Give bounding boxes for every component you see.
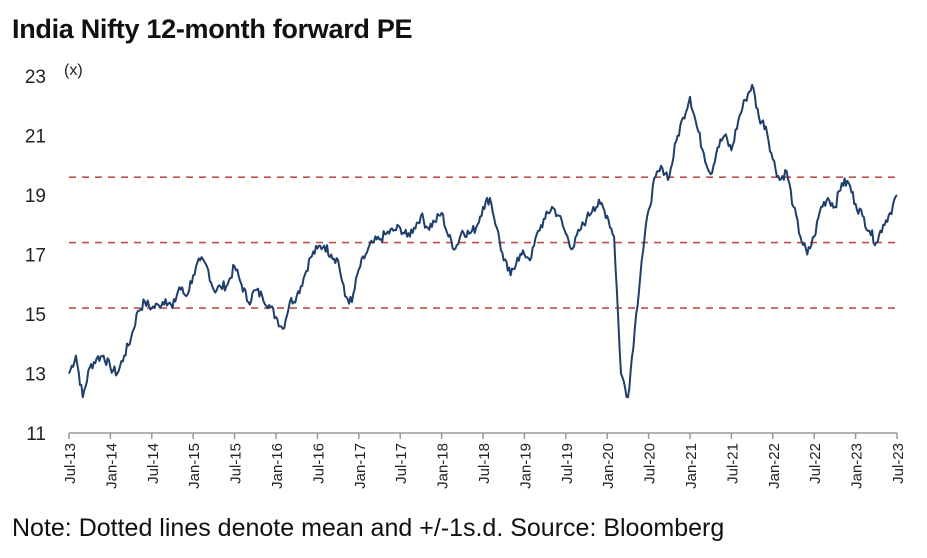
x-tick-label: Jan-19 — [517, 443, 534, 489]
x-tick-label: Jul-15 — [228, 443, 245, 484]
y-tick-label: 17 — [25, 246, 46, 267]
y-tick-label: 11 — [26, 424, 46, 445]
y-tick-label: 13 — [25, 365, 46, 386]
x-tick-label: Jan-18 — [435, 443, 452, 489]
x-tick-label: Jan-20 — [600, 443, 617, 489]
x-tick-label: Jan-14 — [103, 443, 120, 489]
x-tick-label: Jul-22 — [807, 443, 824, 484]
x-tick-label: Jan-15 — [186, 443, 203, 489]
reference-lines — [69, 176, 901, 309]
x-tick-label: Jul-18 — [476, 443, 493, 484]
x-tick-label: Jan-16 — [269, 443, 286, 489]
x-tick-label: Jul-16 — [310, 443, 327, 484]
x-tick-label: Jul-14 — [145, 443, 162, 484]
y-tick-label: 19 — [25, 186, 46, 207]
chart-title: India Nifty 12-month forward PE — [12, 14, 413, 44]
x-tick-label: Jan-22 — [766, 443, 783, 489]
y-unit-label: (x) — [64, 62, 83, 79]
pe-series-line — [68, 83, 898, 399]
x-axis-ticks: Jul-13 Jan-14 Jul-14 Jan-15 Jul-15 Jan-16 Jul-… — [62, 433, 907, 489]
y-tick-label: 23 — [25, 67, 46, 88]
x-tick-label: Jul-19 — [559, 443, 576, 484]
x-tick-label: Jan-21 — [683, 443, 700, 489]
x-tick-label: Jul-20 — [642, 443, 659, 484]
y-tick-label: 15 — [25, 305, 46, 326]
x-tick-label: Jan-23 — [849, 443, 866, 489]
y-axis-ticks: 11 13 15 17 19 21 23 — [25, 67, 46, 445]
x-tick-label: Jul-23 — [890, 443, 907, 484]
x-tick-label: Jul-13 — [62, 443, 79, 484]
x-tick-label: Jan-17 — [352, 443, 369, 489]
chart-note: Note: Dotted lines denote mean and +/-1s… — [12, 514, 725, 542]
y-tick-label: 21 — [25, 127, 46, 148]
x-tick-label: Jul-17 — [393, 443, 410, 484]
x-tick-label: Jul-21 — [724, 443, 741, 484]
